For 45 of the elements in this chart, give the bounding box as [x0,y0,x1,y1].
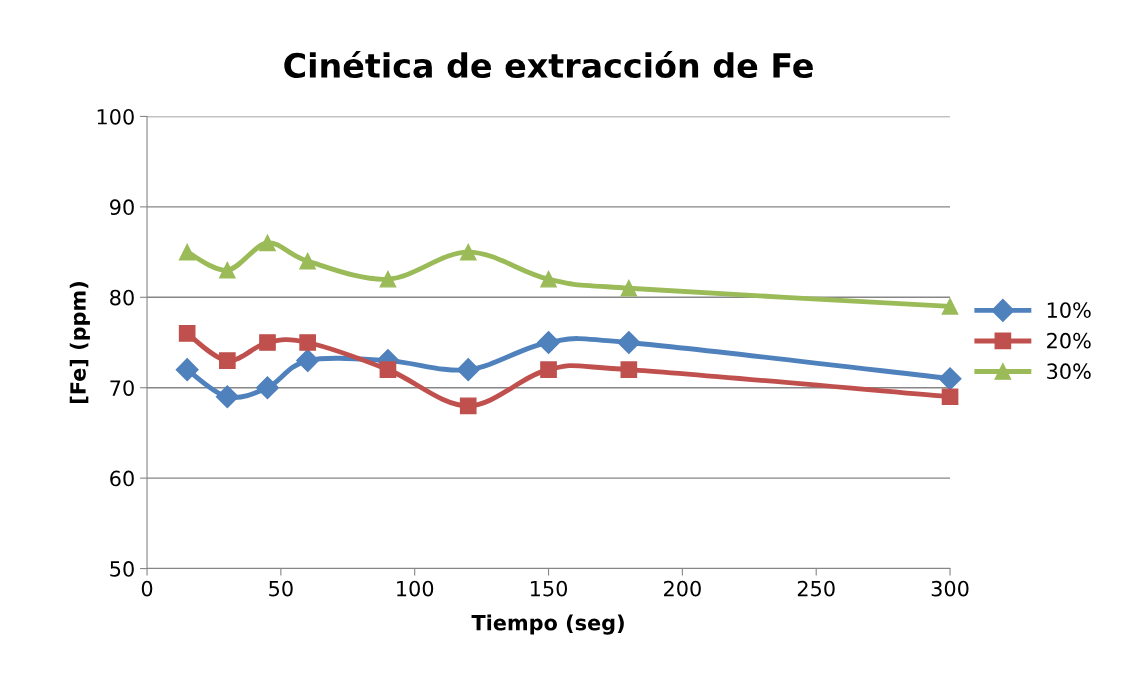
x-tick-label: 250 [797,580,835,597]
chart-title: Cinética de extracción de Fe [284,50,813,79]
x-tick-label: 300 [931,580,969,597]
x-tick-label: 100 [397,580,434,597]
point [617,331,641,354]
point [259,334,276,351]
x-tick-label: 0 [141,580,153,597]
point [175,358,199,382]
point [178,243,196,261]
x-axis-title: Tiempo (seg) [471,614,624,635]
point [299,252,316,270]
y-axis-title: [Fe] (ppm) [69,282,90,403]
point [178,325,196,342]
point [540,361,557,378]
point [296,349,320,373]
y-tick-label: 50 [110,561,134,577]
point [941,388,959,406]
point [215,385,239,409]
legend-label: 30% [1047,363,1091,380]
y-tick-label: 80 [110,289,134,306]
point [537,331,561,354]
y-tick-label: 90 [110,199,134,216]
point [259,234,276,252]
point [456,358,480,382]
point [941,297,959,315]
point [379,270,397,288]
point [620,361,638,378]
point [620,279,638,297]
y-tick-label: 70 [110,380,134,396]
point [299,334,316,351]
point [540,270,557,288]
point [218,352,236,369]
point [255,376,279,400]
y-tick-label: 100 [97,108,134,125]
legend-label: 10% [1047,302,1091,318]
point [459,243,477,261]
x-tick-label: 150 [530,580,568,597]
point [379,361,397,378]
y-tick-label: 60 [110,470,134,487]
legend-label: 20% [1047,332,1091,349]
x-tick-label: 200 [664,580,701,597]
point [938,367,962,391]
point [218,261,236,279]
x-tick-label: 50 [269,580,293,597]
point [459,397,477,415]
